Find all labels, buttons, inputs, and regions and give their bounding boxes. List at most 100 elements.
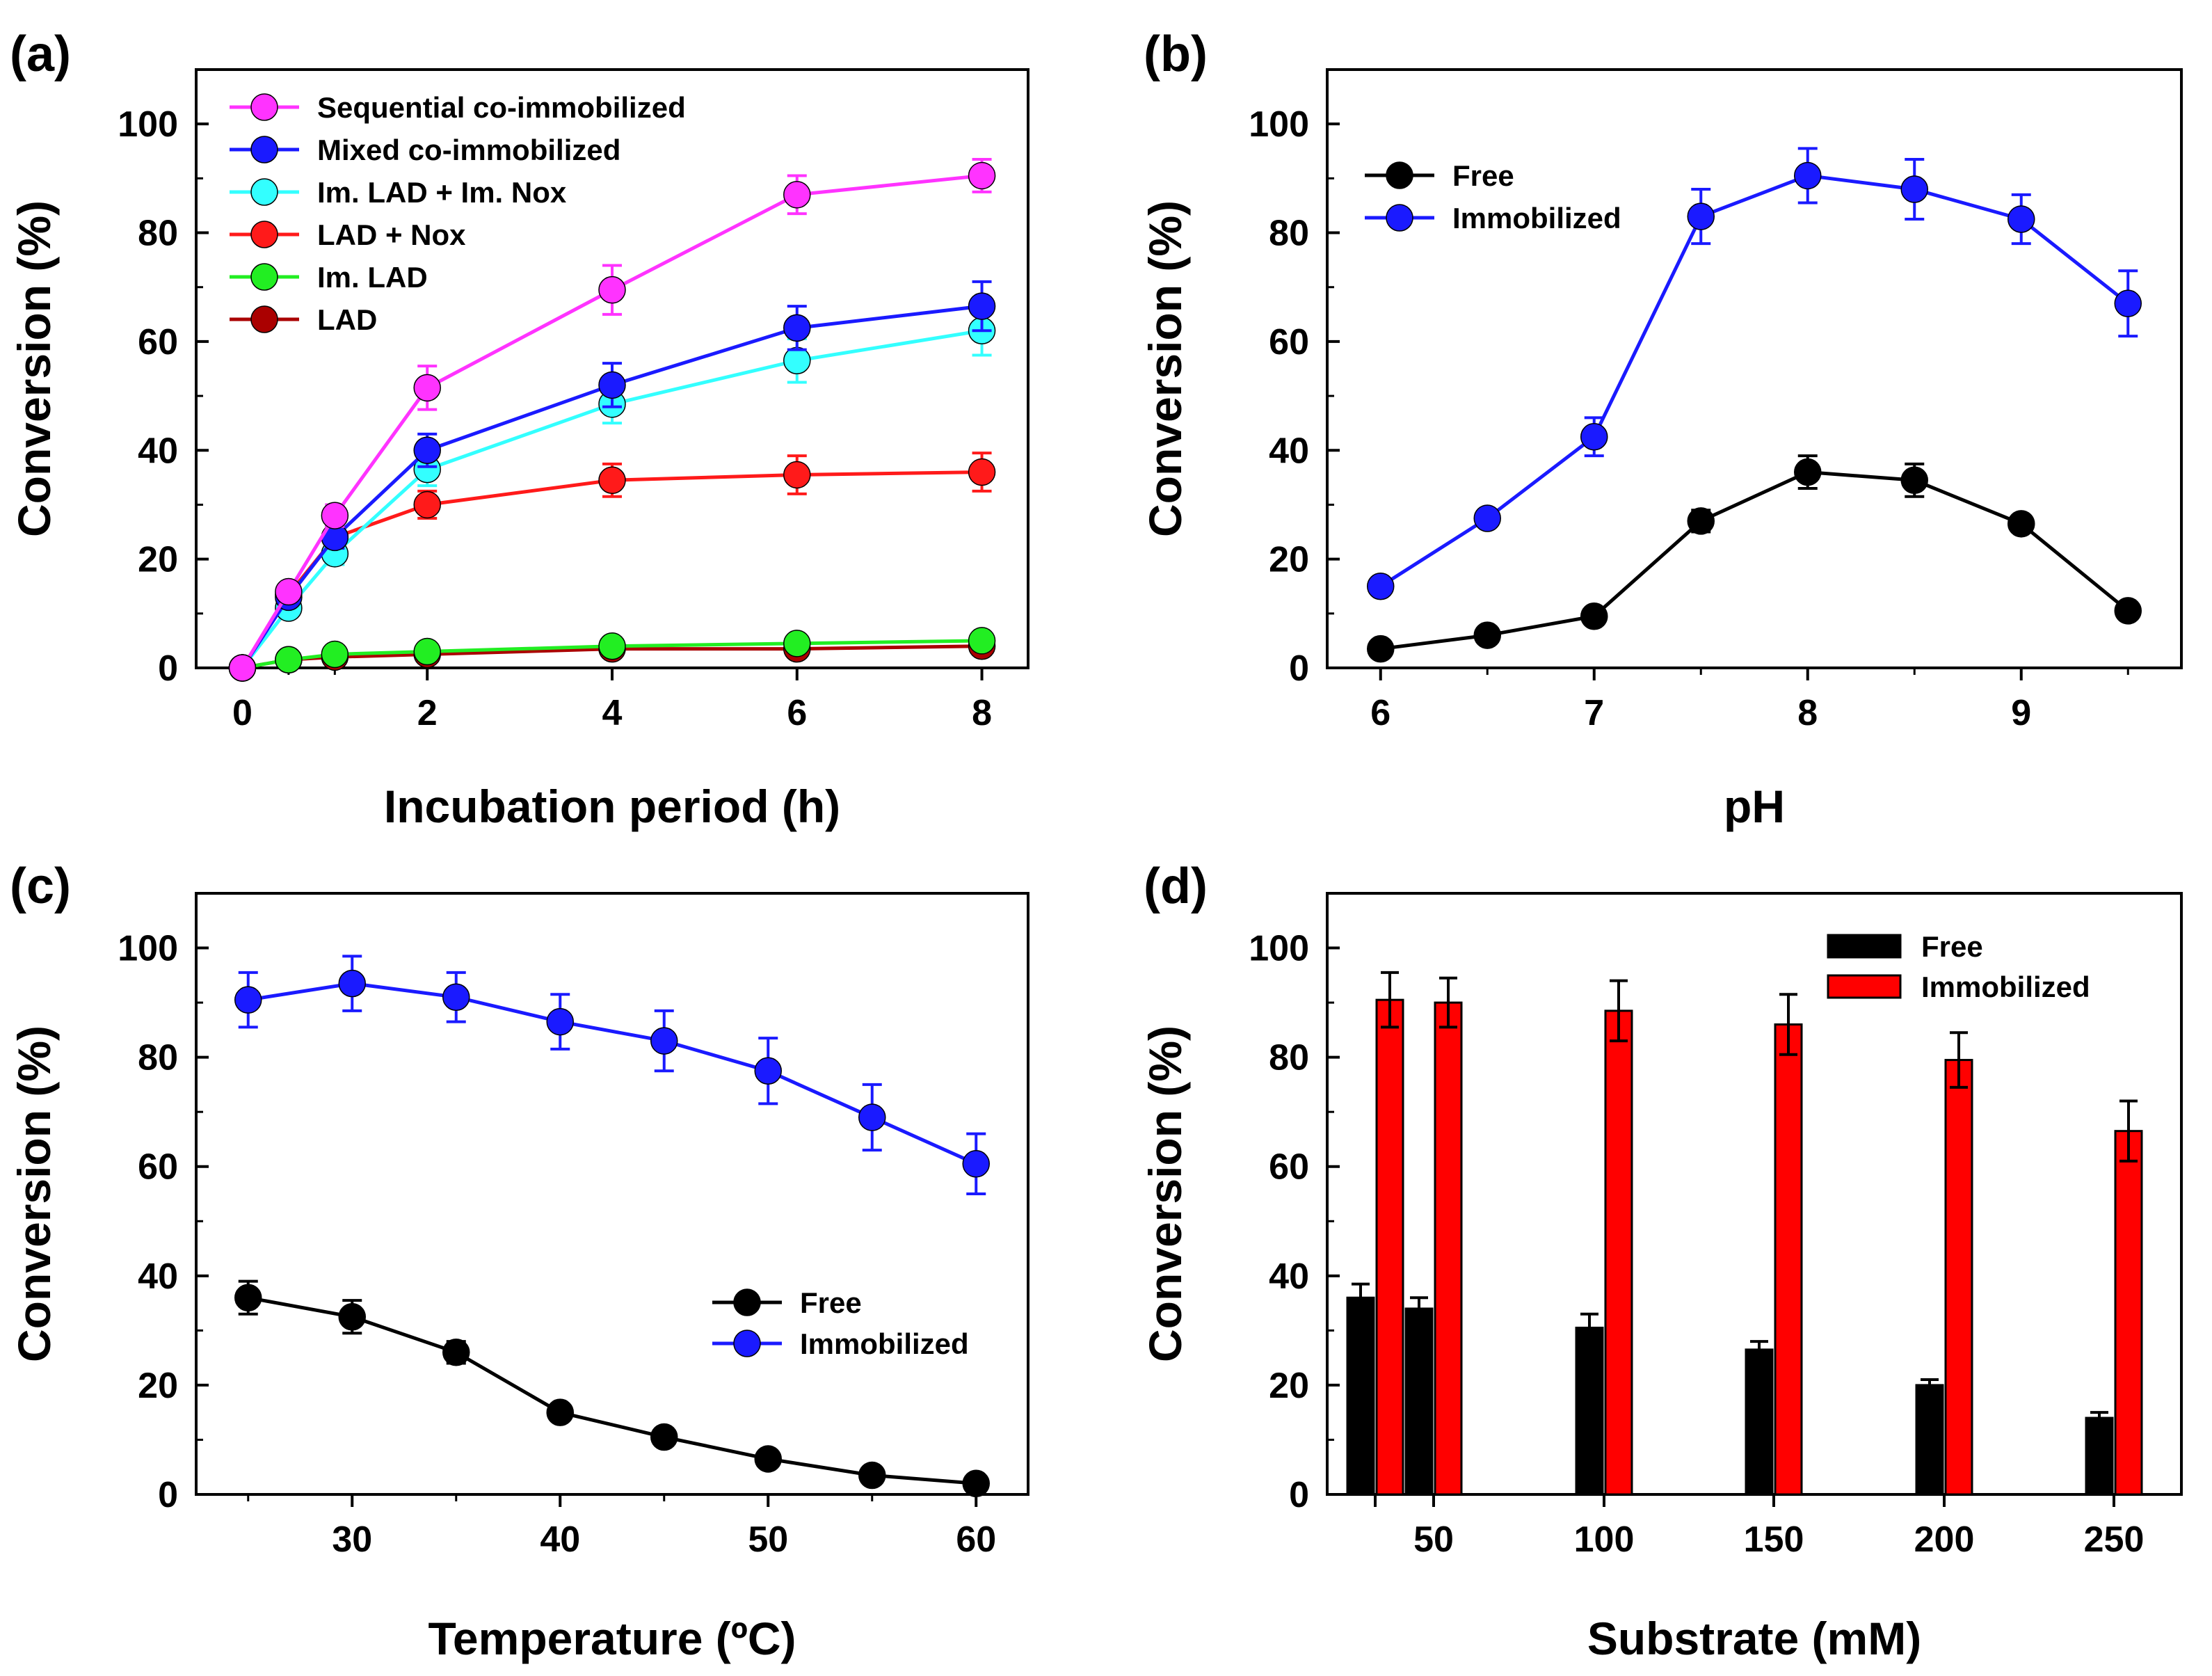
panel-a-series-0 (228, 158, 996, 682)
panel-d-series-1 (1375, 971, 2143, 1496)
panel-a-legend-label: Mixed co-immobilized (317, 134, 620, 166)
panel-c-plot-frame (195, 892, 1029, 1496)
panel-c-label: (c) (10, 859, 71, 914)
panel-d-legend-swatch (1827, 934, 1902, 959)
panel-d-y-axis-title: Conversion (%) (1139, 1025, 1191, 1362)
panel-b-data-point (1580, 422, 1608, 451)
panel-b-data-point (2007, 205, 2035, 233)
panel-b-data-point (1367, 572, 1395, 600)
panel-b-y-tick-label: 0 (1289, 648, 1309, 689)
panel-d-legend-label: Free (1921, 930, 1983, 963)
panel-a-data-point (968, 292, 996, 320)
panel-a-data-point (275, 646, 303, 674)
panel-b-data-point (1687, 202, 1715, 230)
panel-a-y-tick-label: 40 (138, 431, 178, 471)
panel-c-x-tick-label: 60 (956, 1519, 996, 1560)
panel-b-series-0 (1367, 454, 2142, 663)
panel-b-legend-label: Free (1452, 159, 1514, 192)
panel-a-x-axis-title: Incubation period (h) (384, 781, 840, 832)
panel-b-x-axis-title: pH (1724, 781, 1785, 832)
panel-b: (b) 0 20 40 60 80 100 6 7 8 9 Free Immobilized pH… (1139, 26, 2183, 832)
panel-a-y-tick-label: 20 (138, 540, 178, 580)
panel-a-x-tick-label: 0 (232, 693, 253, 733)
panel-d-series-0 (1346, 1282, 2114, 1496)
panel-a-data-point (598, 632, 626, 660)
panel-b-y-tick-label: 60 (1269, 322, 1309, 362)
panel-d-y-tick-label: 60 (1269, 1147, 1309, 1188)
panel-a-x-tick-label: 2 (417, 693, 438, 733)
panel-c-series-1 (234, 955, 990, 1195)
panel-b-x-tick-label: 9 (2011, 693, 2031, 733)
panel-a-data-point (968, 458, 996, 486)
panel-a-label: (a) (10, 26, 71, 82)
panel-c-data-point (650, 1423, 678, 1451)
panel-b-y-axis-title: Conversion (%) (1139, 200, 1191, 537)
panel-a-data-point (783, 181, 811, 209)
panel-c-y-tick-label: 40 (138, 1256, 178, 1297)
panel-a-legend: Sequential co-immobilized Mixed co-immobi… (230, 91, 686, 336)
panel-a-data-point (783, 314, 811, 342)
panel-b-y-tick-label: 20 (1269, 540, 1309, 580)
panel-a-data-point (413, 436, 441, 465)
panel-c-legend-label: Free (800, 1286, 862, 1319)
panel-d-bar (2085, 1416, 2114, 1496)
panel-d-y-tick-label: 100 (1249, 929, 1309, 969)
panel-d-x-axis-title: Substrate (mM) (1587, 1613, 1921, 1664)
panel-b-y-tick-label: 40 (1269, 431, 1309, 471)
panel-b-label: (b) (1144, 26, 1208, 82)
panel-d-bar (1346, 1296, 1375, 1496)
panel-a-legend-label: Sequential co-immobilized (317, 91, 686, 124)
panel-c-data-point (234, 986, 262, 1014)
panel-d-bar (1434, 1001, 1463, 1496)
panel-b-plot-frame (1326, 68, 2183, 669)
panel-d-x-tick-label: 150 (1744, 1519, 1804, 1560)
panel-d: (d) 0 20 40 60 80 100 50 100 150 200 250 Free Immo… (1139, 859, 2183, 1664)
panel-c-data-point (962, 1150, 990, 1178)
panel-d-x-tick-label: 200 (1914, 1519, 1975, 1560)
panel-a-y-axis-title: Conversion (%) (8, 200, 60, 537)
panel-a-data-point (413, 374, 441, 402)
panel-c-legend-marker (733, 1288, 761, 1316)
panel-c-x-tick-label: 50 (748, 1519, 788, 1560)
panel-d-bar (1745, 1348, 1774, 1496)
panel-c-data-point (442, 983, 470, 1011)
panel-c-y-tick-label: 80 (138, 1038, 178, 1078)
panel-c: (c) 0 20 40 60 80 100 30 40 50 60 Free Immobilize… (8, 859, 1029, 1664)
panel-a-data-point (228, 654, 257, 682)
panel-c-y-tick-label: 100 (118, 929, 178, 969)
panel-a-legend-marker (250, 178, 278, 206)
panel-c-series-0 (234, 1279, 990, 1498)
panel-a-legend-label: LAD + Nox (317, 218, 466, 251)
panel-c-x-tick-label: 40 (540, 1519, 580, 1560)
panel-b-y-tick-label: 100 (1249, 104, 1309, 145)
panel-b-data-point (1900, 466, 1928, 495)
panel-a-legend-label: Im. LAD (317, 261, 428, 294)
panel-a-data-point (275, 577, 303, 606)
panel-a-legend-marker (250, 136, 278, 163)
panel-d-y-tick-label: 0 (1289, 1475, 1309, 1515)
panel-b-x-tick-label: 7 (1584, 693, 1604, 733)
panel-a-data-point (321, 502, 349, 529)
panel-a-x-tick-label: 8 (972, 693, 992, 733)
panel-d-label: (d) (1144, 859, 1208, 914)
panel-a-data-point (321, 640, 349, 669)
panel-c-data-point (338, 1302, 366, 1331)
panel-a-data-point (413, 490, 441, 519)
panel-d-bar (1604, 1009, 1633, 1496)
panel-d-bar (1944, 1059, 1973, 1496)
panel-c-data-point (754, 1445, 782, 1473)
panel-a-data-point (783, 461, 811, 489)
panel-b-data-point (2114, 289, 2142, 317)
panel-b-data-point (2007, 510, 2035, 538)
panel-d-x-tick-label: 100 (1574, 1519, 1635, 1560)
panel-c-data-point (858, 1461, 886, 1490)
panel-b-legend-marker (1386, 161, 1413, 189)
panel-d-x-tick-label: 50 (1413, 1519, 1454, 1560)
panel-c-y-tick-label: 0 (158, 1475, 178, 1515)
panel-b-data-point (1900, 175, 1928, 203)
panel-c-y-axis-title: Conversion (%) (8, 1025, 60, 1362)
panel-b-data-point (1580, 602, 1608, 630)
panel-c-x-tick-label: 30 (332, 1519, 372, 1560)
panel-a-data-point (783, 346, 811, 375)
panel-a-data-point (783, 630, 811, 657)
